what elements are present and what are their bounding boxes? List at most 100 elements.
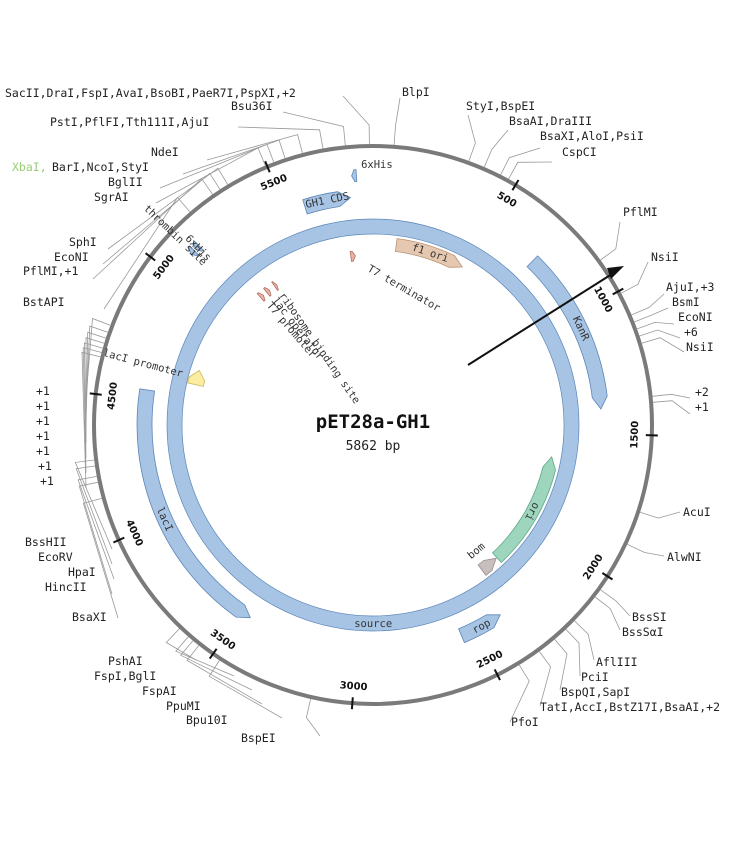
site-label[interactable]: PstI,PflFI,Tth111I,AjuI [50,115,209,129]
feature-source[interactable] [167,219,579,631]
site-label[interactable]: +1 [695,400,709,414]
feature-ribosome-binding-site[interactable] [271,281,279,291]
site-label[interactable]: +1 [36,429,50,443]
site-label[interactable]: +2 [695,385,709,399]
site-label[interactable]: +1 [36,444,50,458]
site-label[interactable]: NsiI [686,340,714,354]
site-label[interactable]: BspQI,SapI [561,685,630,699]
site-label[interactable]: BssSI [632,610,667,624]
tick-mark [612,287,624,296]
site-label[interactable]: StyI,BspEI [466,99,535,113]
site-leader-line [182,139,286,175]
site-label[interactable]: PfoI [511,715,539,729]
feature-thrombin-site[interactable] [187,245,199,257]
site-label[interactable]: NdeI [151,145,179,159]
site-leader-line [483,129,509,168]
feature-laci-promoter[interactable] [187,369,206,387]
site-label[interactable]: BstAPI [23,295,65,309]
feature-t7-promoter[interactable] [256,292,266,302]
site-label[interactable]: NsiI [651,250,679,264]
site-label[interactable]: +1 [36,414,50,428]
tick-mark [511,179,520,191]
site-label[interactable]: Bsu36I [231,99,273,113]
feature-label-source: source [354,618,392,630]
site-label[interactable]: EcoRV [38,550,73,564]
site-label[interactable]: +1 [38,459,52,473]
site-label[interactable]: BsaXI,AloI,PsiI [540,129,644,143]
site-label[interactable]: PflMI [623,205,658,219]
tick-mark [493,668,501,681]
feature-6xhis[interactable] [351,169,358,183]
plasmid-name: pET28a-GH1 [316,411,430,433]
site-label[interactable]: +6 [684,325,698,339]
site-label[interactable]: BssHII [25,535,67,549]
site-label[interactable]: SacII,DraI,FspI,AvaI,BsoBI,PaeR7I,PspXI,… [5,86,296,100]
tick-mark [144,252,156,262]
site-label[interactable]: BspEI [241,731,276,745]
site-label[interactable]: BsaAI,DraIII [509,114,592,128]
tick-label: 5000 [152,253,178,282]
site-label[interactable]: +1 [36,399,50,413]
site-leader-line [305,698,321,737]
site-label[interactable]: +1 [36,384,50,398]
tick-label: 3000 [339,680,368,693]
site-label[interactable]: HincII [45,580,87,594]
site-label[interactable]: PflMI,+1 [23,264,78,278]
site-label[interactable]: SphI [69,235,97,249]
site-label[interactable]: EcoNI [54,250,89,264]
cursor-line [467,273,613,366]
feature-ori[interactable] [491,455,556,563]
site-label[interactable]: TatI,AccI,BstZ17I,BsaAI,+2 [540,700,720,714]
site-label[interactable]: AflIII [596,655,638,669]
site-leader-line [82,347,102,474]
site-label[interactable]: PshAI [108,654,143,668]
site-label[interactable]: HpaI [68,565,96,579]
feature-bom[interactable] [477,557,497,576]
site-label[interactable]: BssSαI [622,625,664,639]
site-label[interactable]: BsmI [672,295,700,309]
feature-6xhis[interactable] [192,240,204,252]
site-label[interactable]: +1 [40,474,54,488]
backbone-circle [92,144,654,706]
site-leader-line [627,544,665,557]
tick-label: 1000 [591,285,614,315]
site-label-xbai[interactable]: XbaI, [12,160,47,174]
site-leader-line [594,596,621,631]
site-leader-line [634,307,669,323]
tick-mark [208,648,218,660]
feature-lac-operator[interactable] [263,287,272,297]
site-leader-line [282,111,346,146]
site-label[interactable]: AjuI,+3 [666,280,715,294]
site-label[interactable]: AlwNI [667,550,702,564]
feature-rop[interactable] [458,614,501,644]
site-label[interactable]: FspI,BglI [94,669,156,683]
tick-label: 4000 [123,518,145,548]
site-label[interactable]: Bpu10I [186,713,228,727]
site-label[interactable]: FspAI [142,684,177,698]
site-label[interactable]: EcoNI [678,310,713,324]
site-leader-line [631,293,665,316]
site-leader-line [103,196,191,310]
site-label[interactable]: SgrAI [94,190,129,204]
feature-f1-ori[interactable] [394,238,464,268]
cursor-arrowhead[interactable] [607,266,624,279]
site-label[interactable]: PpuMI [166,699,201,713]
feature-gh1-cds[interactable] [302,191,352,215]
site-leader-line [92,178,213,280]
site-label[interactable]: BarI,NcoI,StyI [52,160,149,174]
tick-mark [89,392,102,396]
site-leader-line [600,221,621,261]
site-label[interactable]: BsaXI [72,610,107,624]
feature-laci[interactable] [136,388,251,619]
site-leader-line [208,660,283,719]
site-label[interactable]: AcuI [683,505,711,519]
site-label[interactable]: PciI [581,670,609,684]
site-leader-line [653,400,691,415]
site-leader-line [652,393,691,399]
feature-t7-terminator[interactable] [349,250,356,262]
site-label[interactable]: BlpI [402,85,430,99]
site-label[interactable]: CspCI [562,145,597,159]
site-leader-line [342,95,370,145]
site-label[interactable]: BglII [108,175,143,189]
